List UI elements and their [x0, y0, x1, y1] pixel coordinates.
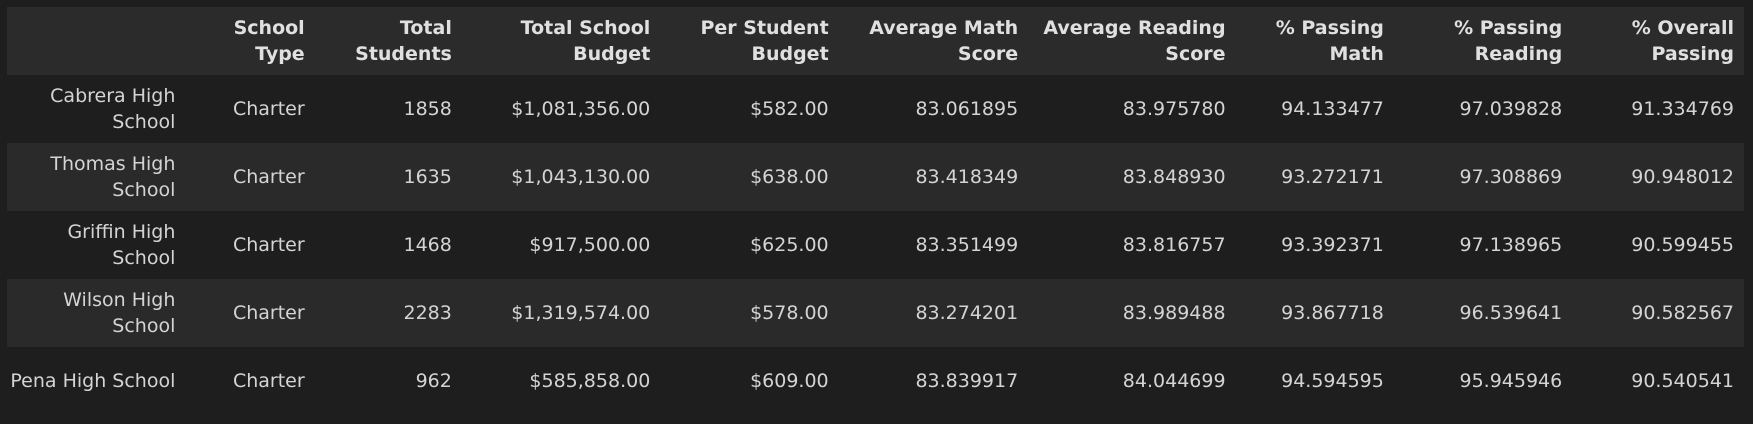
cell-passing-reading: 97.039828 — [1393, 75, 1573, 143]
cell-school-type: Charter — [185, 211, 315, 279]
header-average-reading-score: Average Reading Score — [1028, 7, 1236, 75]
header-passing-math: % Passing Math — [1235, 7, 1394, 75]
header-passing-reading: % Passing Reading — [1393, 7, 1573, 75]
cell-passing-reading: 96.539641 — [1393, 279, 1573, 347]
table-row: Pena High School Charter 962 $585,858.00… — [7, 347, 1744, 415]
cell-overall-passing: 90.540541 — [1572, 347, 1744, 415]
cell-average-reading-score: 83.975780 — [1028, 75, 1236, 143]
cell-total-students: 2283 — [314, 279, 462, 347]
row-school-name: Thomas High School — [7, 143, 186, 211]
header-average-math-score: Average Math Score — [838, 7, 1029, 75]
cell-overall-passing: 90.948012 — [1572, 143, 1744, 211]
cell-average-math-score: 83.839917 — [838, 347, 1029, 415]
table-row: Cabrera High School Charter 1858 $1,081,… — [7, 75, 1744, 143]
header-total-students: Total Students — [314, 7, 462, 75]
header-index — [7, 7, 186, 75]
cell-overall-passing: 91.334769 — [1572, 75, 1744, 143]
cell-average-reading-score: 84.044699 — [1028, 347, 1236, 415]
cell-total-school-budget: $1,319,574.00 — [461, 279, 661, 347]
header-overall-passing: % Overall Passing — [1572, 7, 1744, 75]
table-row: Thomas High School Charter 1635 $1,043,1… — [7, 143, 1744, 211]
cell-per-student-budget: $625.00 — [660, 211, 839, 279]
cell-passing-reading: 95.945946 — [1393, 347, 1573, 415]
cell-total-students: 962 — [314, 347, 462, 415]
header-school-type: School Type — [185, 7, 315, 75]
dataframe-output: School Type Total Students Total School … — [7, 7, 1744, 415]
cell-school-type: Charter — [185, 75, 315, 143]
cell-average-math-score: 83.418349 — [838, 143, 1029, 211]
table-header-row: School Type Total Students Total School … — [7, 7, 1744, 75]
cell-total-students: 1858 — [314, 75, 462, 143]
cell-total-students: 1468 — [314, 211, 462, 279]
cell-per-student-budget: $578.00 — [660, 279, 839, 347]
cell-per-student-budget: $638.00 — [660, 143, 839, 211]
cell-total-school-budget: $585,858.00 — [461, 347, 661, 415]
cell-per-student-budget: $609.00 — [660, 347, 839, 415]
cell-passing-math: 94.594595 — [1235, 347, 1394, 415]
cell-total-students: 1635 — [314, 143, 462, 211]
row-school-name: Pena High School — [7, 347, 186, 415]
cell-average-reading-score: 83.816757 — [1028, 211, 1236, 279]
cell-per-student-budget: $582.00 — [660, 75, 839, 143]
cell-total-school-budget: $917,500.00 — [461, 211, 661, 279]
cell-school-type: Charter — [185, 143, 315, 211]
cell-passing-math: 93.392371 — [1235, 211, 1394, 279]
header-total-school-budget: Total School Budget — [461, 7, 661, 75]
header-per-student-budget: Per Student Budget — [660, 7, 839, 75]
top-schools-table: School Type Total Students Total School … — [7, 7, 1744, 415]
cell-passing-reading: 97.138965 — [1393, 211, 1573, 279]
row-school-name: Cabrera High School — [7, 75, 186, 143]
cell-passing-math: 93.272171 — [1235, 143, 1394, 211]
cell-total-school-budget: $1,043,130.00 — [461, 143, 661, 211]
table-row: Griffin High School Charter 1468 $917,50… — [7, 211, 1744, 279]
cell-overall-passing: 90.599455 — [1572, 211, 1744, 279]
cell-average-reading-score: 83.989488 — [1028, 279, 1236, 347]
cell-passing-math: 93.867718 — [1235, 279, 1394, 347]
table-row: Wilson High School Charter 2283 $1,319,5… — [7, 279, 1744, 347]
cell-school-type: Charter — [185, 279, 315, 347]
cell-overall-passing: 90.582567 — [1572, 279, 1744, 347]
cell-passing-math: 94.133477 — [1235, 75, 1394, 143]
row-school-name: Griffin High School — [7, 211, 186, 279]
cell-average-math-score: 83.274201 — [838, 279, 1029, 347]
cell-school-type: Charter — [185, 347, 315, 415]
cell-average-math-score: 83.061895 — [838, 75, 1029, 143]
cell-average-math-score: 83.351499 — [838, 211, 1029, 279]
cell-total-school-budget: $1,081,356.00 — [461, 75, 661, 143]
row-school-name: Wilson High School — [7, 279, 186, 347]
cell-average-reading-score: 83.848930 — [1028, 143, 1236, 211]
cell-passing-reading: 97.308869 — [1393, 143, 1573, 211]
